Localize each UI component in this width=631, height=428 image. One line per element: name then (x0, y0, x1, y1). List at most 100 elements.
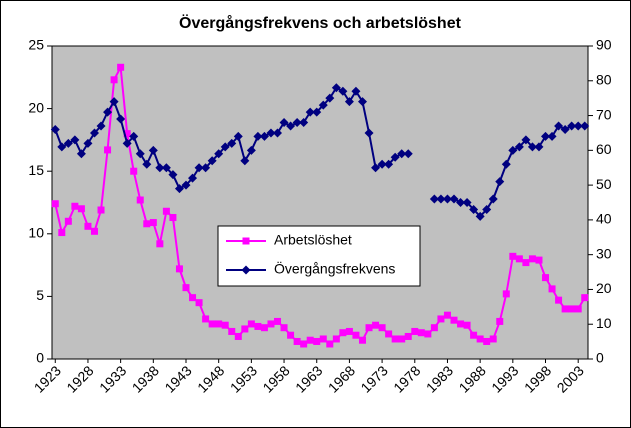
data-point (534, 142, 544, 152)
data-point (364, 128, 374, 138)
data-point (515, 255, 523, 263)
data-point (266, 128, 276, 138)
data-point (429, 194, 439, 204)
data-point (567, 121, 577, 131)
y2-tick-label: 10 (596, 315, 612, 331)
data-point (424, 330, 432, 338)
chart-title: Övergångsfrekvens och arbetslöshet (179, 13, 462, 32)
data-point (462, 198, 472, 207)
data-point (378, 324, 386, 332)
data-point (215, 320, 223, 328)
data-point (181, 180, 191, 190)
data-point (469, 204, 479, 214)
data-point (300, 340, 308, 348)
data-point (259, 131, 269, 141)
data-point (116, 114, 126, 124)
data-point (195, 299, 203, 307)
data-point (228, 327, 236, 335)
data-point (509, 252, 517, 260)
data-point (188, 173, 198, 183)
y-tick-label: 5 (36, 287, 44, 303)
data-point (508, 145, 518, 155)
y2-tick-label: 60 (596, 141, 612, 157)
data-point (456, 198, 466, 207)
data-point (542, 274, 550, 282)
data-point (391, 335, 399, 343)
data-point (404, 332, 412, 340)
data-point (273, 128, 283, 138)
y2-tick-label: 30 (596, 245, 612, 261)
legend-marker (242, 237, 250, 245)
data-point (130, 167, 138, 175)
data-point (175, 265, 183, 273)
data-point (299, 118, 309, 128)
data-point (168, 170, 178, 180)
data-point (501, 159, 511, 169)
data-point (123, 130, 131, 138)
data-point (57, 142, 67, 152)
data-point (194, 163, 204, 173)
data-point (325, 93, 335, 103)
data-point (234, 332, 242, 340)
data-point (338, 86, 348, 96)
y-tick-label: 20 (28, 99, 44, 115)
data-point (344, 97, 354, 107)
data-point (117, 63, 125, 71)
data-point (274, 317, 282, 325)
data-point (313, 337, 321, 345)
data-point (227, 138, 237, 148)
data-point (51, 200, 59, 208)
data-point (306, 336, 314, 344)
data-point (580, 121, 590, 131)
data-point (260, 324, 268, 332)
data-point (148, 145, 158, 155)
data-point (103, 107, 113, 117)
data-point (104, 146, 112, 154)
data-point (162, 207, 170, 215)
y-tick-label: 15 (28, 162, 44, 178)
data-point (527, 142, 537, 152)
data-point (514, 142, 524, 152)
data-point (70, 135, 80, 145)
data-point (220, 142, 230, 152)
data-point (521, 135, 531, 145)
data-point (241, 325, 249, 333)
data-point (136, 196, 144, 204)
data-point (254, 322, 262, 330)
data-point (476, 335, 484, 343)
legend-label: Arbetslöshet (274, 232, 352, 248)
data-point (377, 159, 387, 169)
legend-label: Övergångsfrekvens (274, 260, 395, 277)
data-point (201, 163, 211, 173)
data-point (149, 219, 157, 227)
data-point (522, 259, 530, 267)
y2-tick-label: 40 (596, 211, 612, 227)
data-point (97, 206, 105, 214)
data-point (267, 320, 275, 328)
data-point (398, 335, 406, 343)
data-point (312, 107, 322, 117)
data-point (372, 321, 380, 329)
data-point (443, 311, 451, 319)
data-point (331, 83, 341, 93)
data-point (280, 324, 288, 332)
data-point (357, 97, 367, 107)
data-point (221, 321, 229, 329)
data-point (142, 159, 152, 169)
plot-area (51, 45, 589, 360)
data-point (161, 163, 171, 173)
data-point (305, 107, 315, 117)
data-point (174, 184, 184, 194)
data-point (96, 121, 106, 131)
data-point (475, 211, 485, 221)
data-point (457, 320, 465, 328)
data-point (77, 205, 85, 213)
data-point (202, 315, 210, 323)
data-point (483, 337, 491, 345)
data-point (541, 131, 551, 141)
data-point (352, 331, 360, 339)
data-point (496, 317, 504, 325)
data-point (437, 315, 445, 323)
data-point (535, 256, 543, 264)
data-point (293, 337, 301, 345)
